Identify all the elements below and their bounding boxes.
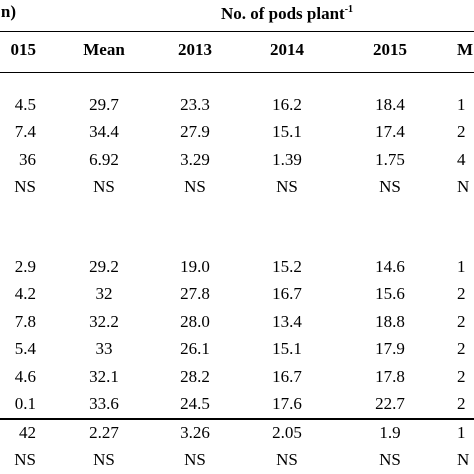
table-cell: 1.75 [375,149,405,169]
table-cell: 4.2 [14,284,36,304]
table-cell: 26.1 [180,339,210,359]
table-cell: 13.4 [272,311,302,331]
table-cell: 19.0 [180,257,210,276]
table-cell: 23.3 [180,95,210,114]
table-cell: 2 [457,122,466,142]
rule [0,418,474,420]
column-header: M [457,40,474,59]
table-cell: 6.92 [89,149,119,169]
table-cell: NS [184,450,206,469]
table-cell: 15.6 [375,284,405,304]
table-cell: 1 [457,95,466,114]
table-cell: NS [93,450,115,469]
table-cell: 2 [457,339,466,359]
table-cell: 29.7 [89,95,119,114]
table-cell: 15.2 [272,257,302,276]
table-cell: 42 [19,423,36,442]
table-cell: NS [184,176,206,196]
table-cell: 2 [457,284,466,304]
table-cell: 2.9 [14,257,36,276]
table-cell: 24.5 [180,394,210,413]
table-cell: 18.4 [375,95,405,114]
table-cell: 7.4 [14,122,36,142]
header-title-sup: -1 [344,4,354,16]
table-cell: 2 [457,366,466,386]
table-cell: 4.6 [14,366,36,386]
header-title: No. of pods plant-1 [221,0,353,24]
table-cell: 32.2 [89,311,119,331]
table-cell: 4.5 [14,95,36,114]
rule [0,72,474,73]
table-cell: 36 [19,149,36,169]
column-header: 015 [10,40,37,59]
table-cell: 2.27 [89,423,119,442]
table-cell: 17.8 [375,366,405,386]
table-cell: 0.1 [14,394,36,413]
table-cell: 33.6 [89,394,119,413]
table-cell: 3.26 [180,423,210,442]
header-title-text: No. of pods plant [220,3,345,23]
table-cell: 1.9 [379,423,401,442]
table-cell: 15.1 [272,339,302,359]
column-header: 2014 [270,40,304,59]
table-cell: NS [276,176,298,196]
table-cell: 1 [457,423,466,442]
table-cell: NS [14,176,36,196]
table-cell: 29.2 [89,257,119,276]
table-cell: NS [276,450,298,469]
table-cell: 18.8 [375,311,405,331]
table-cell: 16.2 [272,95,302,114]
table-cell: 2.05 [272,423,302,442]
table-cell: 1 [457,257,466,276]
table-cell: 32 [95,284,113,304]
table-cell: 32.1 [89,366,119,386]
table-cell: NS [14,450,36,469]
table-cell: 2 [457,394,466,413]
table-cell: NS [379,176,401,196]
table-cell: 28.2 [180,366,210,386]
table-cell: 34.4 [89,122,119,142]
table-cell: N [457,450,470,469]
table-cell: 22.7 [375,394,405,413]
table-cell: 33 [95,339,113,359]
column-header: Mean [83,40,125,59]
table-cell: 17.4 [375,122,405,142]
rule [0,31,474,32]
table-cell: 16.7 [272,284,302,304]
table-cell: 7.8 [14,311,36,331]
column-header: 2013 [178,40,212,59]
table-cell: 4 [457,149,466,169]
table-cell: 16.7 [272,366,302,386]
table-cell: 27.8 [180,284,210,304]
header-left: n) [0,2,16,21]
table-cell: 2 [457,311,466,331]
table-cell: NS [379,450,401,469]
table-cell: 17.9 [375,339,405,359]
column-header: 2015 [373,40,407,59]
table-cell: 1.39 [272,149,302,169]
table-cell: 28.0 [180,311,210,331]
table-cell: N [457,176,470,196]
table-cell: NS [93,176,115,196]
table-cell: 14.6 [375,257,405,276]
table-cell: 5.4 [14,339,36,359]
table-cell: 15.1 [272,122,302,142]
table-cell: 17.6 [272,394,302,413]
table-cell: 3.29 [180,149,210,169]
table-cell: 27.9 [180,122,210,142]
